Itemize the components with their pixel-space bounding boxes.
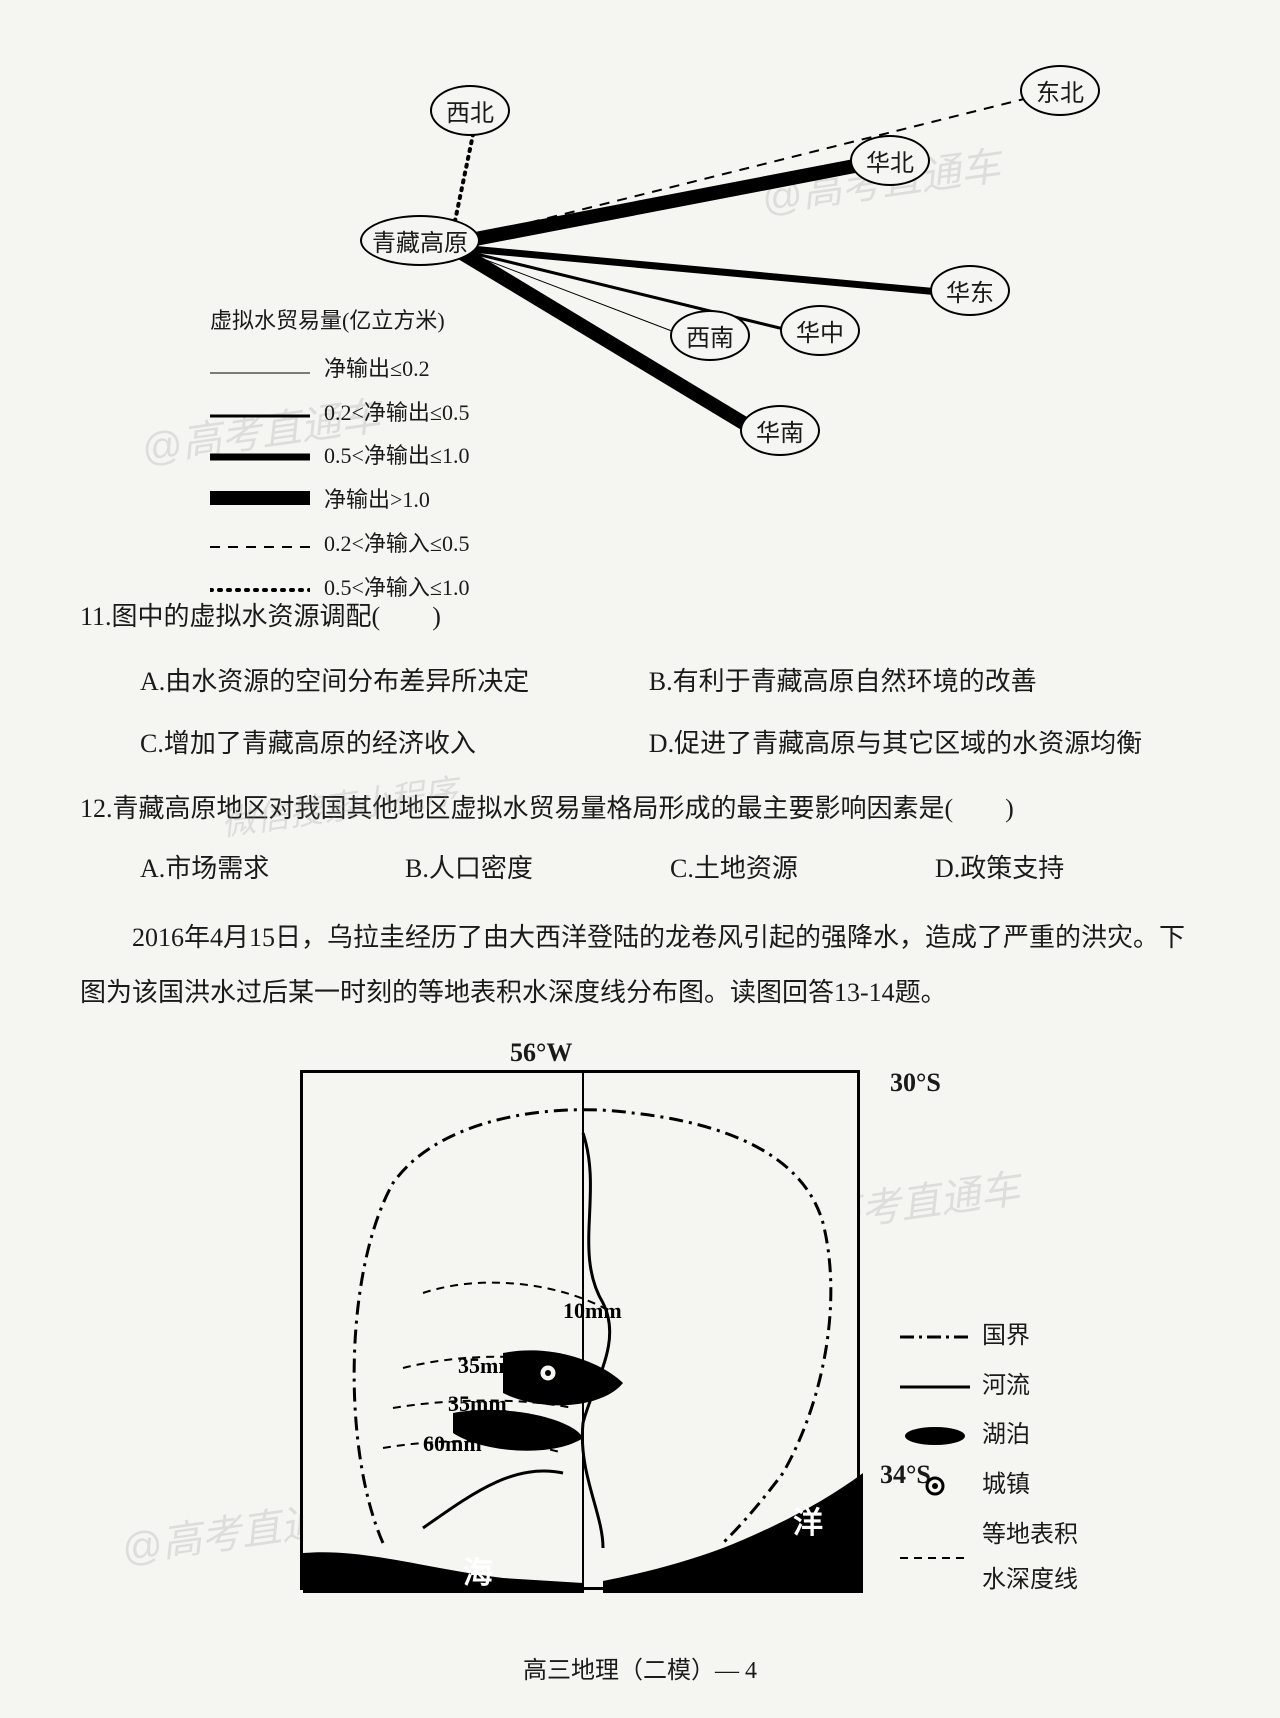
lat-top-label: 30°S	[890, 1068, 941, 1098]
page-footer: 高三地理（二模）— 4	[80, 1650, 1200, 1685]
svg-text:海: 海	[463, 1557, 493, 1590]
legend-label: 0.5<净输出≤1.0	[324, 435, 469, 477]
q12-opt-d: D.政策支持	[935, 842, 1200, 897]
svg-text:洋: 洋	[793, 1507, 823, 1540]
q12-opt-b: B.人口密度	[405, 842, 670, 897]
legend-row: 净输出≤0.2	[210, 348, 469, 390]
contour-10: 10mm	[563, 1298, 622, 1323]
legend-label: 河流	[982, 1364, 1030, 1410]
map-figure: 56°W 30°S 34°S 10mm 3	[80, 1040, 1200, 1620]
legend-label: 国界	[982, 1314, 1030, 1360]
node-center: 青藏高原	[360, 215, 480, 266]
q12-opt-c: C.土地资源	[670, 842, 935, 897]
legend-label: 城镇	[982, 1463, 1030, 1509]
q11-opt-a: A.由水资源的空间分布差异所决定	[140, 655, 649, 710]
questions-block: 11.图中的虚拟水资源调配( ) A.由水资源的空间分布差异所决定 B.有利于青…	[80, 590, 1200, 1020]
contour-35a: 35mm	[458, 1353, 517, 1378]
node-ne: 东北	[1020, 65, 1100, 116]
legend-label: 等地表积 水深度线	[982, 1513, 1078, 1604]
legend-label: 0.2<净输出≤0.5	[324, 392, 469, 434]
q11-opt-b: B.有利于青藏高原自然环境的改善	[649, 655, 1158, 710]
legend-border: 国界	[900, 1314, 1078, 1360]
passage-text: 2016年4月15日，乌拉圭经历了由大西洋登陆的龙卷风引起的强降水，造成了严重的…	[80, 911, 1200, 1020]
legend-river: 河流	[900, 1364, 1078, 1410]
node-c: 华中	[780, 305, 860, 356]
legend-title: 虚拟水贸易量(亿立方米)	[210, 300, 469, 342]
legend-label: 0.2<净输入≤0.5	[324, 523, 469, 565]
legend-row: 0.5<净输出≤1.0	[210, 435, 469, 477]
legend-label: 净输出≤0.2	[324, 348, 430, 390]
contour-60: 60mm	[423, 1431, 482, 1456]
q12-opt-a: A.市场需求	[140, 842, 405, 897]
lon-label: 56°W	[510, 1038, 572, 1068]
diagram-legend: 虚拟水贸易量(亿立方米) 净输出≤0.2 0.2<净输出≤0.5 0.5<净输出…	[210, 300, 469, 611]
q11-opt-c: C.增加了青藏高原的经济收入	[140, 717, 649, 772]
map-svg: 10mm 35mm 35mm 60mm 海 洋	[303, 1073, 863, 1593]
legend-contour: 等地表积 水深度线	[900, 1513, 1078, 1604]
legend-row: 0.5<净输入≤1.0	[210, 567, 469, 609]
node-e: 华东	[930, 265, 1010, 316]
q12-stem: 12.青藏高原地区对我国其他地区虚拟水贸易量格局形成的最主要影响因素是( )	[80, 782, 1200, 837]
node-nw: 西北	[430, 85, 510, 136]
map-box: 10mm 35mm 35mm 60mm 海 洋	[300, 1070, 860, 1590]
legend-row: 0.2<净输入≤0.5	[210, 523, 469, 565]
q11-options: A.由水资源的空间分布差异所决定 B.有利于青藏高原自然环境的改善 C.增加了青…	[140, 651, 1200, 776]
legend-label: 0.5<净输入≤1.0	[324, 567, 469, 609]
contour-35b: 35mm	[448, 1391, 507, 1416]
legend-town: 城镇	[900, 1463, 1078, 1509]
legend-label: 湖泊	[982, 1413, 1030, 1459]
node-sw: 西南	[670, 310, 750, 361]
legend-lake: 湖泊	[900, 1413, 1078, 1459]
virtual-water-diagram: 青藏高原 西北 东北 华北 华东 华中 西南 华南 虚拟水贸易量(亿立方米) 净…	[80, 50, 1200, 570]
legend-label: 净输出>1.0	[324, 479, 430, 521]
legend-row: 0.2<净输出≤0.5	[210, 392, 469, 434]
q12-options: A.市场需求 B.人口密度 C.土地资源 D.政策支持	[140, 842, 1200, 897]
map-legend: 国界 河流 湖泊 城镇 等地表积 水深度线	[900, 1310, 1078, 1608]
legend-row: 净输出>1.0	[210, 479, 469, 521]
node-n: 华北	[850, 135, 930, 186]
q11-opt-d: D.促进了青藏高原与其它区域的水资源均衡	[649, 717, 1158, 772]
node-s: 华南	[740, 405, 820, 456]
